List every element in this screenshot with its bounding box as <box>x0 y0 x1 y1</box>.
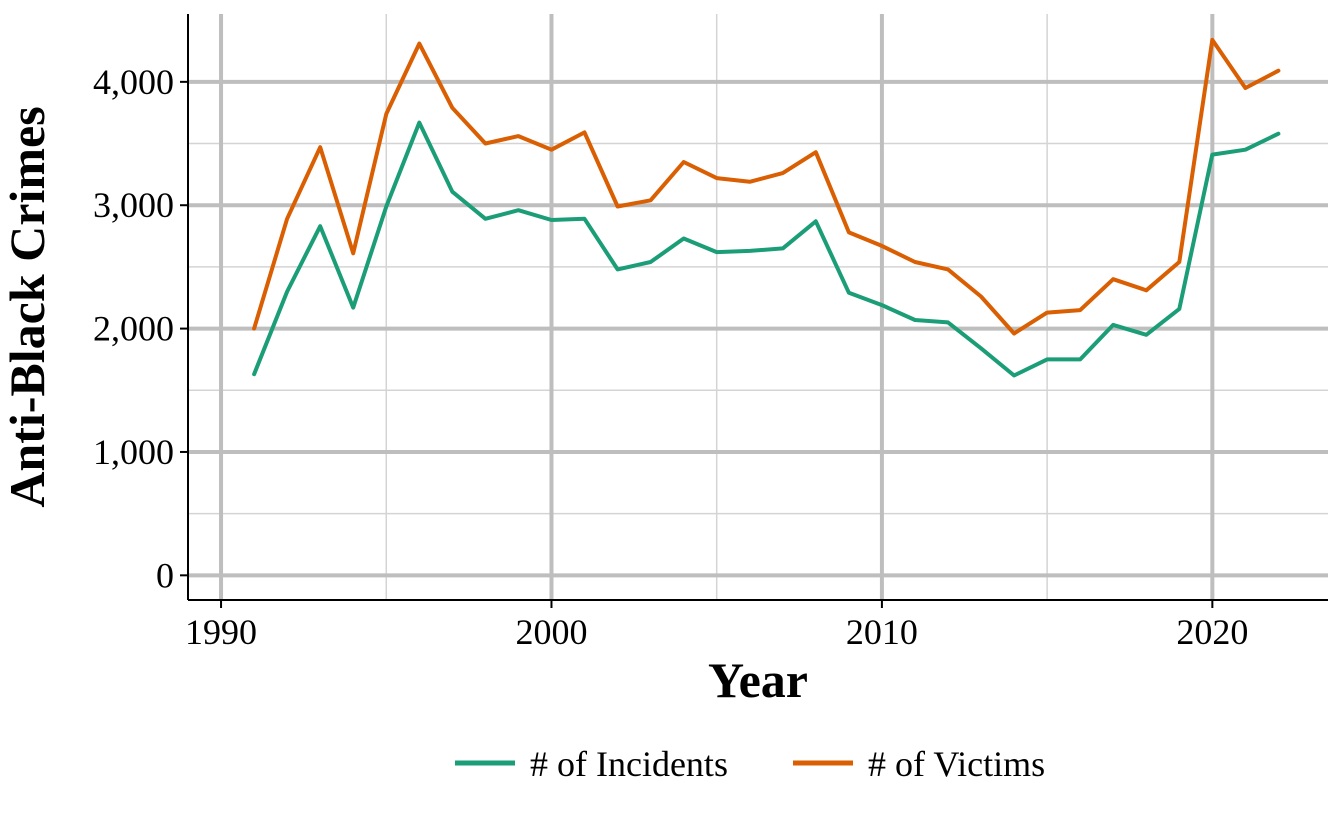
minor-gridlines <box>188 14 1328 600</box>
series-line-victims <box>252 37 1281 336</box>
x-tick-label: 2000 <box>515 612 587 652</box>
x-tick-label: 1990 <box>185 612 257 652</box>
legend-label-victims: # of Victims <box>868 744 1045 784</box>
y-tick-label: 3,000 <box>93 185 174 225</box>
y-axis-ticks: 0 1,000 2,000 3,000 4,000 <box>93 62 188 595</box>
y-tick-label: 2,000 <box>93 309 174 349</box>
series-line-incidents <box>252 120 1281 378</box>
y-tick-label: 1,000 <box>93 432 174 472</box>
legend: # of Incidents # of Victims <box>455 744 1045 784</box>
x-tick-label: 2020 <box>1176 612 1248 652</box>
x-axis-ticks: 1990 2000 2010 2020 <box>185 600 1248 652</box>
y-tick-label: 0 <box>156 555 174 595</box>
series-lines <box>252 37 1281 378</box>
y-axis-title: Anti-Black Crimes <box>0 106 55 507</box>
major-gridlines <box>188 14 1328 600</box>
legend-label-incidents: # of Incidents <box>530 744 728 784</box>
x-axis-title: Year <box>708 652 808 708</box>
axes <box>187 14 1328 601</box>
x-tick-label: 2010 <box>846 612 918 652</box>
y-tick-label: 4,000 <box>93 62 174 102</box>
